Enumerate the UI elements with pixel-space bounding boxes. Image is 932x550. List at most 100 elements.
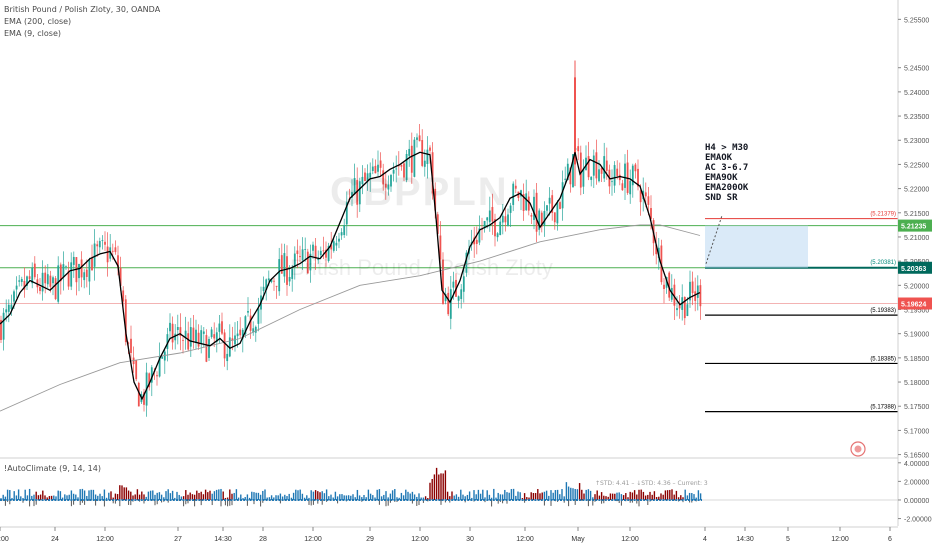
histogram-bar	[116, 494, 119, 500]
histogram-bar	[66, 495, 68, 500]
price-badge	[898, 297, 932, 310]
histogram-neg-bar	[411, 499, 413, 504]
oscillator-title[interactable]: !AutoClimate (9, 14, 14)	[4, 464, 101, 473]
histogram-bar	[6, 489, 9, 500]
histogram-bar	[631, 492, 634, 500]
histogram-bar	[669, 489, 671, 500]
histogram-neg-bar	[167, 499, 169, 503]
candle-body	[200, 330, 203, 344]
candle-body	[176, 326, 179, 331]
histogram-bar	[169, 493, 172, 500]
candle-body	[496, 233, 499, 238]
histogram-bar	[644, 495, 647, 500]
candle-body	[587, 156, 590, 178]
histogram-bar	[449, 496, 451, 500]
histogram-bar	[697, 490, 700, 500]
histogram-bar	[387, 497, 389, 500]
candle-body	[546, 205, 548, 211]
histogram-bar	[222, 491, 224, 500]
trade-annotation: H4 > M30 EMAOK AC 3-6.7 EMA9OK EMA200OK …	[705, 143, 748, 203]
candle-body	[514, 185, 517, 189]
histogram-bar	[136, 489, 139, 500]
histogram-bar	[119, 485, 121, 500]
candle-body	[314, 245, 317, 260]
candle-body	[637, 168, 639, 187]
histogram-bar	[556, 489, 559, 500]
candle-body	[249, 315, 252, 331]
candle-body	[572, 154, 574, 188]
candle-body	[257, 308, 260, 324]
histogram-bar	[121, 485, 123, 500]
candle-body	[278, 259, 281, 292]
histogram-bar	[224, 497, 227, 500]
candle-body	[244, 316, 247, 335]
histogram-bar	[198, 492, 200, 500]
histogram-bar	[330, 494, 332, 500]
candle-body	[559, 202, 561, 209]
histogram-bar	[4, 496, 7, 500]
x-tick-label: 12:00	[516, 536, 534, 543]
histogram-neg-bar	[337, 499, 339, 504]
histogram-bar	[187, 494, 189, 500]
histogram-bar	[649, 491, 651, 500]
histogram-bar	[479, 493, 482, 500]
histogram-bar	[519, 492, 521, 500]
candle-body	[330, 244, 333, 250]
candle-body	[304, 249, 307, 250]
histogram-bar	[444, 470, 447, 500]
candle-body	[374, 165, 377, 174]
histogram-bar	[323, 493, 326, 500]
histogram-bar	[374, 497, 376, 500]
histogram-bar	[317, 491, 319, 500]
candle-body	[533, 196, 535, 220]
histogram-bar	[600, 492, 603, 500]
histogram-bar	[618, 492, 620, 500]
candle-body	[111, 250, 114, 252]
histogram-bar	[675, 490, 678, 500]
candle-body	[5, 309, 8, 313]
histogram-bar	[347, 495, 350, 500]
histogram-bar	[528, 497, 530, 500]
candle-body	[551, 195, 554, 213]
histogram-neg-bar	[187, 499, 189, 504]
histogram-bar	[345, 495, 348, 500]
candle-body	[522, 194, 525, 211]
histogram-neg-bar	[497, 499, 499, 504]
histogram-bar	[48, 496, 51, 500]
candle-body	[163, 351, 166, 361]
symbol-title[interactable]: British Pound / Polish Zloty, 30, OANDA	[4, 5, 161, 14]
histogram-bar	[545, 490, 548, 500]
histogram-bar	[207, 492, 209, 500]
candle-body	[161, 356, 164, 359]
candle-body	[483, 220, 486, 229]
histogram-neg-bar	[603, 499, 605, 504]
candle-body	[41, 272, 44, 292]
histogram-bar	[457, 496, 460, 500]
histogram-bar	[182, 496, 185, 500]
candle-body	[644, 192, 647, 197]
histogram-neg-bar	[484, 499, 486, 503]
histogram-bar	[174, 497, 176, 500]
histogram-neg-bar	[418, 499, 420, 506]
ema200-legend[interactable]: EMA (200, close)	[4, 17, 72, 26]
histogram-bar	[37, 495, 40, 500]
histogram-bar	[268, 497, 271, 500]
osc-y-tick-label: 4.00000	[904, 461, 929, 468]
histogram-bar	[35, 491, 37, 500]
histogram-bar	[292, 492, 295, 500]
candle-body	[208, 339, 210, 358]
histogram-bar	[548, 495, 550, 500]
candle-body	[384, 183, 387, 188]
y-tick-label: 5.21000	[904, 235, 929, 242]
ema9-legend[interactable]: EMA (9, close)	[4, 29, 61, 38]
price-badge-label: 5.21235	[901, 224, 926, 231]
histogram-bar	[594, 494, 596, 500]
histogram-bar	[105, 497, 108, 500]
histogram-bar	[301, 493, 304, 500]
histogram-bar	[559, 494, 561, 500]
histogram-bar	[578, 483, 581, 500]
candle-body	[431, 152, 434, 194]
histogram-neg-bar	[385, 499, 387, 507]
histogram-neg-bar	[691, 499, 693, 503]
